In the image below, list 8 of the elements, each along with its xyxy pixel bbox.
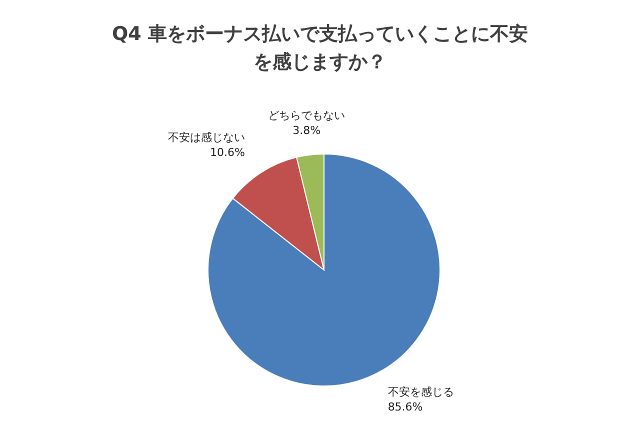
data-label: 85.6%: [388, 400, 423, 414]
pie-slice: [232, 156, 324, 270]
data-label: 3.8%: [292, 124, 321, 138]
chart-title: Q4 車をボーナス払いで支払っていくことに不安を感じますか？: [112, 23, 528, 73]
slice-label: どちらでもない: [268, 109, 346, 122]
slice-label: 不安は感じない: [168, 131, 245, 144]
data-label: 10.6%: [210, 146, 245, 160]
slice-label: 不安を感じる: [388, 385, 454, 398]
